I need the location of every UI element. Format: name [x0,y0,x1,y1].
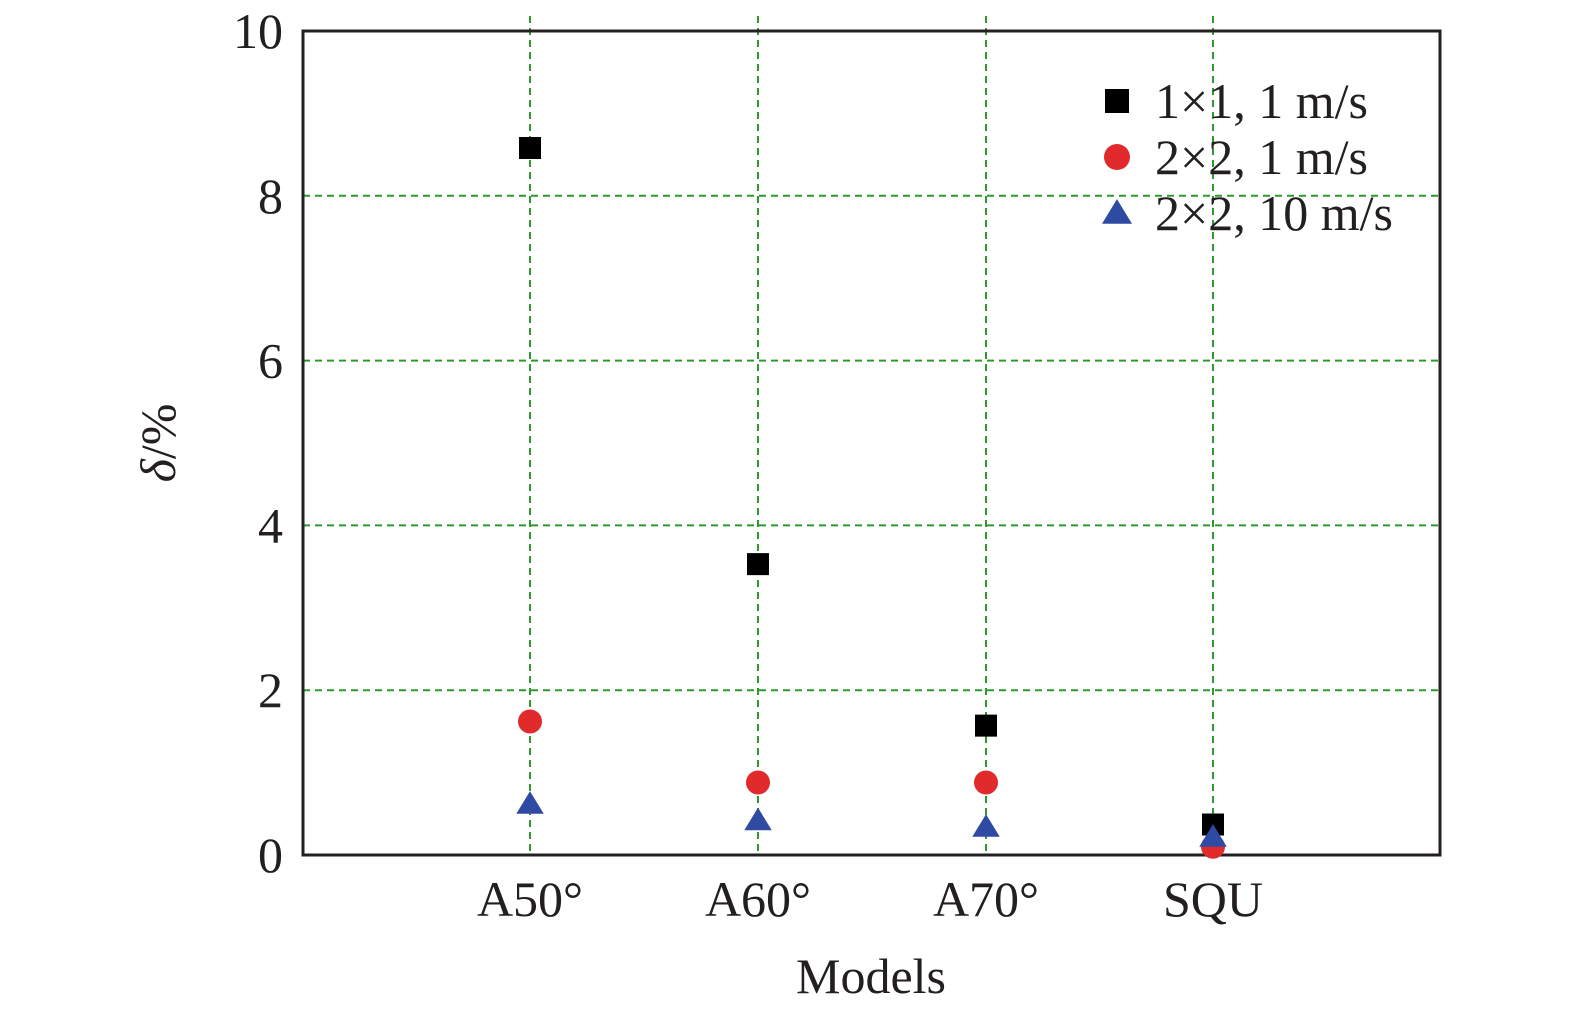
x-axis-ticks: A50° A60° A70° SQU [477,871,1263,927]
data-point-square [975,714,997,737]
data-point-triangle [1199,824,1227,847]
y-tick-label: 8 [258,168,283,224]
x-tick-label: A50° [477,871,583,927]
y-axis-title: δ/% [130,404,186,483]
legend-marker-circle [1104,144,1130,170]
legend-label: 2×2, 1 m/s [1155,129,1368,185]
data-point-circle [746,770,770,795]
y-tick-label: 6 [258,333,283,389]
data-points [516,137,1227,859]
data-point-circle [974,770,998,795]
y-tick-label: 2 [258,662,283,718]
y-tick-label: 4 [258,497,283,553]
plot-frame [301,29,1442,857]
x-tick-label: A70° [933,871,1039,927]
y-tick-label: 0 [258,827,283,883]
y-axis-ticks: 0 2 4 6 8 10 [233,3,283,883]
legend-label: 2×2, 10 m/s [1155,185,1393,241]
legend-label: 1×1, 1 m/s [1155,73,1368,129]
data-point-triangle [972,814,1000,837]
data-point-square [519,137,541,160]
y-tick-label: 10 [233,3,283,59]
x-tick-label: A60° [705,871,811,927]
data-point-square [747,553,769,576]
x-axis-title: Models [796,948,946,1004]
data-point-circle [518,709,542,734]
legend-marker-triangle [1102,199,1132,224]
legend: 1×1, 1 m/s2×2, 1 m/s2×2, 10 m/s [1102,73,1393,241]
x-tick-label: SQU [1163,871,1263,927]
data-point-triangle [516,791,544,814]
data-point-triangle [744,807,772,831]
legend-marker-square [1105,89,1129,113]
